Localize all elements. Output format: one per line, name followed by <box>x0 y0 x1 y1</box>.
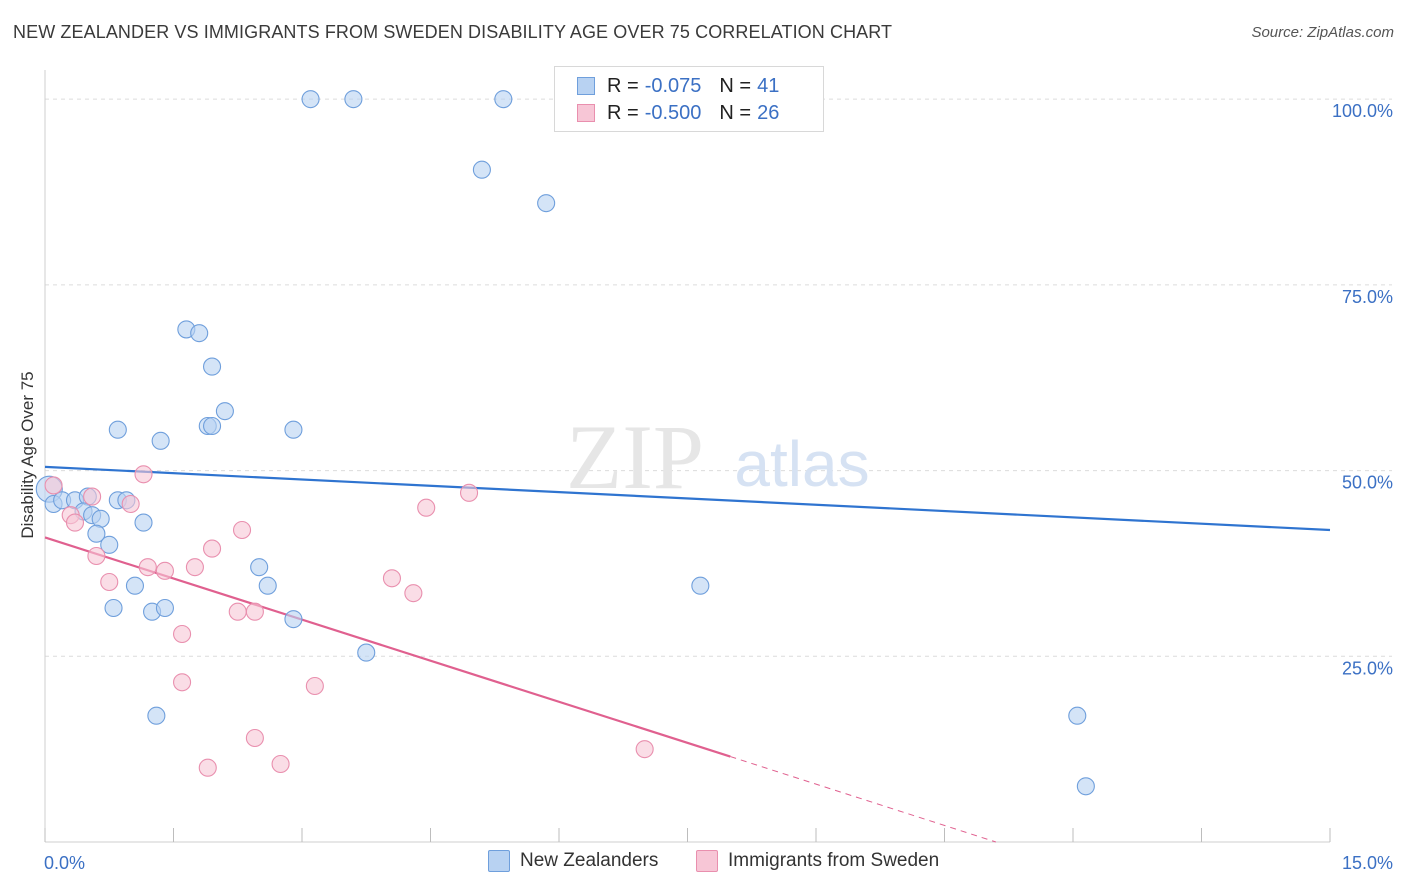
blue-swatch <box>488 850 510 872</box>
point-immigrants-from-sweden <box>203 539 222 558</box>
point-immigrants-from-sweden <box>138 558 157 577</box>
point-new-zealanders <box>100 535 119 554</box>
y-tick-label: 50.0% <box>1342 473 1393 493</box>
point-new-zealanders <box>203 357 222 376</box>
point-new-zealanders <box>87 524 106 543</box>
point-new-zealanders <box>284 610 303 629</box>
point-immigrants-from-sweden <box>459 483 479 502</box>
n-label: N = <box>719 101 752 124</box>
tick-labels: 100.0% 75.0% 50.0% 25.0% 0.0% 15.0% <box>44 101 1393 873</box>
chart-title: NEW ZEALANDER VS IMMIGRANTS FROM SWEDEN … <box>13 22 893 42</box>
point-new-zealanders <box>301 90 320 109</box>
legend-item-immigrants-from-sweden[interactable]: Immigrants from Sweden <box>696 850 939 872</box>
point-new-zealanders <box>104 598 123 618</box>
point-immigrants-from-sweden <box>185 558 204 577</box>
watermark-zip: ZIP <box>566 406 704 508</box>
point-immigrants-from-sweden <box>232 520 252 540</box>
point-new-zealanders <box>691 576 710 595</box>
trend-line-immigrants-from-sweden <box>730 756 997 843</box>
point-immigrants-from-sweden <box>134 465 153 484</box>
point-new-zealanders <box>1076 777 1095 796</box>
y-tick-label: 25.0% <box>1342 658 1393 678</box>
stats-row-blue: R = -0.075 N = 41 <box>577 75 779 97</box>
pink-swatch <box>577 104 595 122</box>
point-immigrants-from-sweden <box>245 602 264 621</box>
y-tick-label: 75.0% <box>1342 287 1393 307</box>
point-immigrants-from-sweden <box>245 728 264 748</box>
watermark: ZIP atlas <box>566 406 870 508</box>
point-new-zealanders <box>125 576 144 595</box>
point-immigrants-from-sweden <box>173 673 192 692</box>
stats-legend: R = -0.075 N = 41 R = -0.500 N = 26 <box>554 66 824 132</box>
point-immigrants-from-sweden <box>228 602 247 621</box>
axes <box>44 70 1331 843</box>
legend-item-new-zealanders[interactable]: New Zealanders <box>488 850 658 872</box>
x-tick-label: 0.0% <box>44 853 85 873</box>
point-new-zealanders <box>250 558 269 577</box>
point-immigrants-from-sweden <box>155 561 174 580</box>
point-immigrants-from-sweden <box>100 572 119 592</box>
point-new-zealanders <box>344 90 363 109</box>
point-immigrants-from-sweden <box>404 584 423 603</box>
watermark-atlas: atlas <box>734 428 869 500</box>
legend-label: New Zealanders <box>520 850 659 871</box>
point-immigrants-from-sweden <box>198 758 217 777</box>
pink-swatch <box>696 850 718 872</box>
point-immigrants-from-sweden <box>271 754 290 774</box>
r-label: R = <box>607 74 639 97</box>
point-new-zealanders <box>284 420 303 439</box>
source-label: Source: ZipAtlas.com <box>1251 24 1394 41</box>
point-new-zealanders <box>151 431 170 450</box>
r-value: -0.500 <box>644 101 702 124</box>
point-new-zealanders <box>203 416 222 436</box>
n-value: 41 <box>757 74 780 97</box>
point-new-zealanders <box>108 420 127 439</box>
data-points <box>35 90 1095 796</box>
point-immigrants-from-sweden <box>87 546 106 566</box>
point-new-zealanders <box>537 194 556 213</box>
point-immigrants-from-sweden <box>305 676 324 696</box>
point-new-zealanders <box>494 90 513 109</box>
point-new-zealanders <box>357 643 376 662</box>
r-value: -0.075 <box>644 74 702 97</box>
point-immigrants-from-sweden <box>44 476 63 495</box>
point-new-zealanders <box>215 402 234 421</box>
point-immigrants-from-sweden <box>382 569 402 588</box>
n-value: 26 <box>757 101 780 124</box>
y-tick-label: 100.0% <box>1332 101 1393 121</box>
point-new-zealanders <box>190 324 209 343</box>
point-new-zealanders <box>155 598 174 618</box>
point-new-zealanders <box>91 509 110 528</box>
trend-line-new-zealanders <box>44 465 1331 532</box>
point-immigrants-from-sweden <box>121 494 140 514</box>
point-new-zealanders <box>147 706 166 725</box>
grid-lines <box>45 98 1392 657</box>
n-label: N = <box>719 74 752 97</box>
stats-row-pink: R = -0.500 N = 26 <box>577 102 779 124</box>
point-new-zealanders <box>1068 706 1087 725</box>
r-label: R = <box>607 101 639 124</box>
x-tick-label: 15.0% <box>1342 853 1393 873</box>
point-new-zealanders <box>258 576 277 595</box>
point-immigrants-from-sweden <box>173 624 192 644</box>
legend-label: Immigrants from Sweden <box>728 850 940 871</box>
point-immigrants-from-sweden <box>83 487 102 506</box>
point-immigrants-from-sweden <box>635 740 654 759</box>
point-new-zealanders <box>472 160 491 179</box>
blue-swatch <box>577 77 595 95</box>
point-immigrants-from-sweden <box>417 498 436 517</box>
point-new-zealanders <box>134 513 153 532</box>
series-legend: New Zealanders Immigrants from Sweden <box>0 850 1406 878</box>
point-immigrants-from-sweden <box>65 513 85 532</box>
